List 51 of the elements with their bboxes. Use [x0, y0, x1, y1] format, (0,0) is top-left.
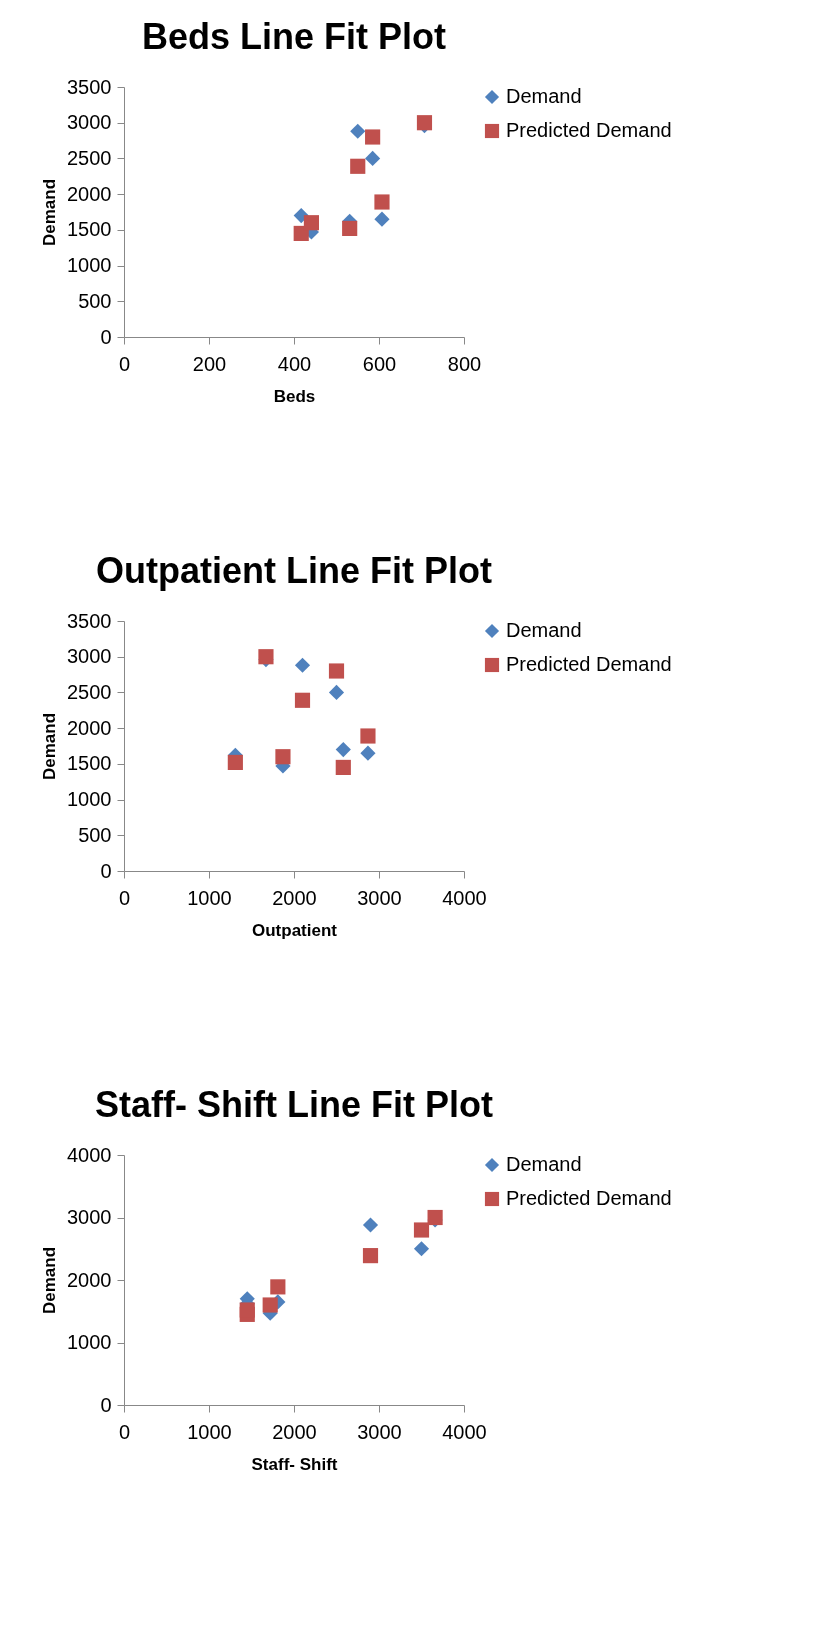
x-tick-label: 3000: [357, 886, 402, 909]
y-tick-label: 3000: [67, 111, 112, 134]
legend-label: Demand: [506, 85, 582, 107]
x-tick-label: 3000: [357, 1420, 402, 1443]
x-tick-label: 1000: [187, 886, 232, 909]
y-tick-label: 2000: [67, 182, 112, 205]
legend-label: Demand: [506, 1153, 582, 1175]
x-tick-label: 0: [118, 1420, 131, 1443]
y-tick-label: 3000: [67, 645, 112, 668]
x-tick-label: 0: [118, 352, 131, 375]
y-tick-label: 2000: [67, 1268, 112, 1291]
x-tick-label: 600: [362, 352, 397, 375]
y-axis-title: Demand: [40, 712, 60, 781]
x-tick-label: 1000: [187, 1420, 232, 1443]
y-tick-label: 1000: [67, 1331, 112, 1353]
y-tick-label: 1500: [67, 218, 112, 241]
y-tick-label: 0: [100, 325, 112, 348]
y-axis-title: Demand: [40, 178, 60, 247]
y-tick-label: 500: [78, 289, 112, 312]
x-tick-label: 0: [118, 886, 131, 909]
legend-label: Predicted Demand: [506, 653, 672, 675]
y-tick-label: 2000: [67, 716, 112, 739]
chart-title: Beds Line Fit Plot: [141, 16, 447, 57]
chart-title: Staff- Shift Line Fit Plot: [95, 1084, 493, 1125]
x-tick-label: 4000: [442, 1420, 487, 1443]
y-tick-label: 1500: [67, 752, 112, 775]
x-tick-label: 200: [192, 352, 227, 375]
x-tick-label: 4000: [442, 886, 487, 909]
y-tick-label: 0: [100, 859, 112, 882]
chart-title: Outpatient Line Fit Plot: [96, 550, 492, 591]
x-tick-label: 800: [447, 352, 482, 375]
legend-label: Demand: [506, 619, 582, 641]
legend-label: Predicted Demand: [506, 119, 672, 141]
y-tick-label: 500: [78, 823, 112, 846]
x-tick-label: 2000: [272, 886, 317, 909]
y-tick-label: 1000: [67, 788, 112, 811]
x-axis-title: Outpatient: [252, 920, 338, 940]
y-tick-label: 3500: [67, 75, 112, 98]
x-tick-label: 400: [277, 352, 312, 375]
y-tick-label: 2500: [67, 146, 112, 169]
y-tick-label: 4000: [67, 1143, 112, 1166]
legend-label: Predicted Demand: [506, 1187, 672, 1209]
y-axis-title: Demand: [40, 1246, 60, 1315]
y-tick-label: 3500: [67, 609, 112, 632]
x-axis-title: Staff- Shift: [251, 1454, 338, 1474]
y-tick-label: 0: [100, 1393, 112, 1416]
x-tick-label: 2000: [272, 1420, 317, 1443]
y-tick-label: 2500: [67, 680, 112, 703]
y-tick-label: 3000: [67, 1206, 112, 1228]
x-axis-title: Beds: [273, 386, 316, 406]
y-tick-label: 1000: [67, 254, 112, 277]
